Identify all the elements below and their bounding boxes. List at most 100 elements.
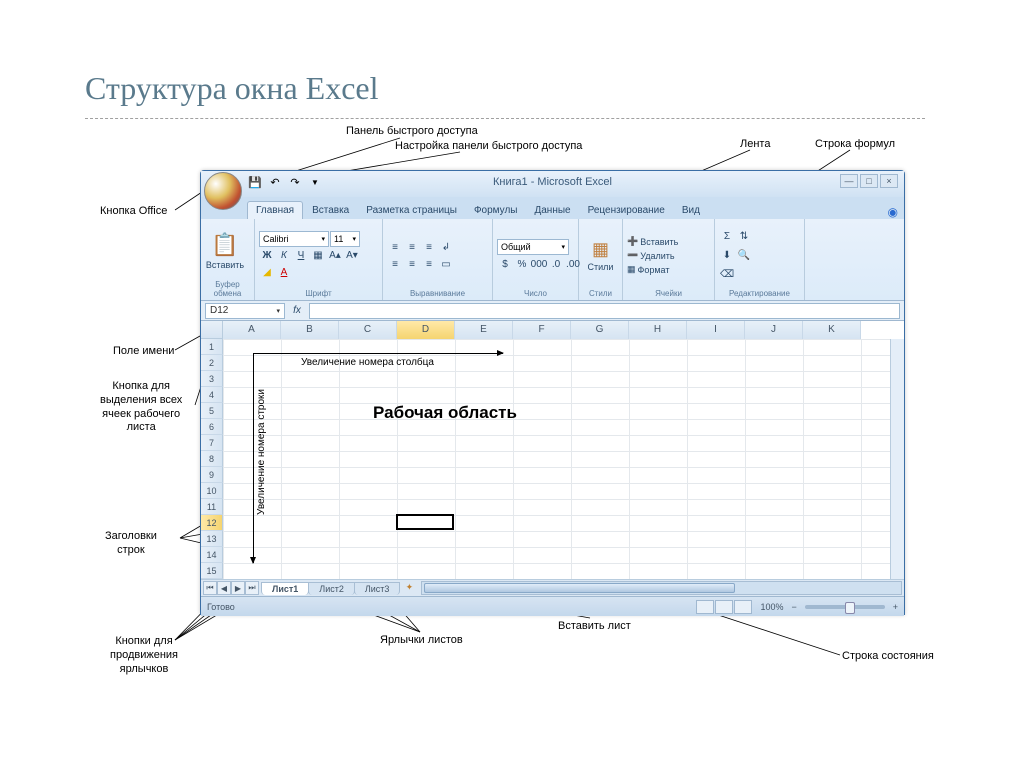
bold-button[interactable]: Ж — [259, 248, 275, 264]
sheet-tab-1[interactable]: Лист1 — [261, 582, 309, 595]
row-header[interactable]: 9 — [201, 467, 223, 483]
comma-icon[interactable]: 000 — [531, 256, 547, 272]
row-header[interactable]: 10 — [201, 483, 223, 499]
format-cells-button[interactable]: ▦Формат — [627, 264, 670, 275]
tab-formulas[interactable]: Формулы — [466, 202, 526, 219]
zoom-in-button[interactable]: + — [893, 602, 898, 612]
worksheet-area-label: Рабочая область — [373, 403, 517, 423]
sort-icon[interactable]: ⇅ — [736, 229, 752, 245]
tab-home[interactable]: Главная — [247, 201, 303, 219]
column-header[interactable]: I — [687, 321, 745, 339]
column-header[interactable]: C — [339, 321, 397, 339]
active-cell[interactable] — [396, 514, 454, 530]
tab-insert[interactable]: Вставка — [304, 202, 357, 219]
view-layout[interactable] — [715, 600, 733, 614]
close-button[interactable]: × — [880, 174, 898, 188]
decrease-font-icon[interactable]: A▾ — [344, 248, 360, 264]
italic-button[interactable]: К — [276, 248, 292, 264]
font-name-combo[interactable]: Calibri▾ — [259, 231, 329, 247]
align-center-icon[interactable]: ≡ — [404, 256, 420, 272]
autosum-icon[interactable]: Σ — [719, 229, 735, 245]
tab-layout[interactable]: Разметка страницы — [358, 202, 465, 219]
sheet-tab-2[interactable]: Лист2 — [308, 582, 355, 595]
office-button[interactable] — [204, 172, 242, 210]
undo-icon[interactable]: ↶ — [267, 174, 283, 190]
tab-nav-first[interactable]: ⏮ — [203, 581, 217, 595]
row-header[interactable]: 4 — [201, 387, 223, 403]
help-icon[interactable]: ◉ — [888, 205, 898, 219]
column-header[interactable]: E — [455, 321, 513, 339]
font-size-combo[interactable]: 11▾ — [330, 231, 360, 247]
sheet-tab-3[interactable]: Лист3 — [354, 582, 401, 595]
row-header[interactable]: 5 — [201, 403, 223, 419]
styles-button[interactable]: ▦ Стили — [583, 228, 618, 284]
percent-icon[interactable]: % — [514, 256, 530, 272]
column-header[interactable]: K — [803, 321, 861, 339]
currency-icon[interactable]: $ — [497, 256, 513, 272]
fill-icon[interactable]: ⬇ — [719, 248, 735, 264]
callout-formula-bar: Строка формул — [815, 138, 895, 152]
find-icon[interactable]: 🔍 — [736, 248, 752, 264]
fill-color-button[interactable]: ◢ — [259, 265, 275, 281]
delete-cells-button[interactable]: ➖Удалить — [627, 250, 675, 261]
row-header[interactable]: 13 — [201, 531, 223, 547]
row-header[interactable]: 3 — [201, 371, 223, 387]
row-header[interactable]: 11 — [201, 499, 223, 515]
align-middle-icon[interactable]: ≡ — [404, 239, 420, 255]
select-all-button[interactable] — [201, 321, 223, 339]
align-bottom-icon[interactable]: ≡ — [421, 239, 437, 255]
view-pagebreak[interactable] — [734, 600, 752, 614]
wrap-text-icon[interactable]: ↲ — [438, 239, 454, 255]
row-header[interactable]: 2 — [201, 355, 223, 371]
increase-decimal-icon[interactable]: .0 — [548, 256, 564, 272]
column-header[interactable]: A — [223, 321, 281, 339]
zoom-out-button[interactable]: − — [791, 602, 796, 612]
fx-button[interactable]: fx — [289, 303, 305, 319]
paste-button[interactable]: 📋 Вставить — [205, 223, 245, 279]
row-header[interactable]: 14 — [201, 547, 223, 563]
row-header[interactable]: 6 — [201, 419, 223, 435]
row-header[interactable]: 7 — [201, 435, 223, 451]
column-header[interactable]: G — [571, 321, 629, 339]
align-right-icon[interactable]: ≡ — [421, 256, 437, 272]
underline-button[interactable]: Ч — [293, 248, 309, 264]
redo-icon[interactable]: ↷ — [287, 174, 303, 190]
tab-review[interactable]: Рецензирование — [580, 202, 673, 219]
name-box[interactable]: D12 ▾ — [205, 303, 285, 319]
align-left-icon[interactable]: ≡ — [387, 256, 403, 272]
tab-nav-last[interactable]: ⏭ — [245, 581, 259, 595]
zoom-slider[interactable] — [805, 605, 885, 609]
minimize-button[interactable]: — — [840, 174, 858, 188]
sheet-tab-bar: ⏮ ◀ ▶ ⏭ Лист1 Лист2 Лист3 ✦ — [201, 579, 904, 596]
save-icon[interactable]: 💾 — [247, 174, 263, 190]
insert-cells-button[interactable]: ➕Вставить — [627, 236, 678, 247]
column-header[interactable]: J — [745, 321, 803, 339]
clear-icon[interactable]: ⌫ — [719, 267, 735, 283]
tab-data[interactable]: Данные — [526, 202, 578, 219]
horizontal-scrollbar[interactable] — [421, 581, 902, 595]
row-header[interactable]: 1 — [201, 339, 223, 355]
tab-view[interactable]: Вид — [674, 202, 708, 219]
column-header[interactable]: F — [513, 321, 571, 339]
border-button[interactable]: ▦ — [310, 248, 326, 264]
row-header[interactable]: 15 — [201, 563, 223, 579]
view-normal[interactable] — [696, 600, 714, 614]
formula-input[interactable] — [309, 303, 900, 319]
insert-sheet-button[interactable]: ✦ — [399, 582, 419, 595]
tab-nav-prev[interactable]: ◀ — [217, 581, 231, 595]
vertical-scrollbar[interactable] — [890, 339, 904, 579]
font-color-button[interactable]: A — [276, 265, 292, 281]
merge-icon[interactable]: ▭ — [438, 256, 454, 272]
qat-dropdown-icon[interactable]: ▼ — [307, 174, 323, 190]
tab-nav-next[interactable]: ▶ — [231, 581, 245, 595]
increase-font-icon[interactable]: A▴ — [327, 248, 343, 264]
column-header[interactable]: D — [397, 321, 455, 339]
cells-area[interactable]: Увеличение номера столбца Увеличение ном… — [223, 339, 890, 579]
maximize-button[interactable]: □ — [860, 174, 878, 188]
row-header[interactable]: 12 — [201, 515, 223, 531]
number-format-combo[interactable]: Общий▾ — [497, 239, 569, 255]
row-header[interactable]: 8 — [201, 451, 223, 467]
align-top-icon[interactable]: ≡ — [387, 239, 403, 255]
column-header[interactable]: H — [629, 321, 687, 339]
column-header[interactable]: B — [281, 321, 339, 339]
